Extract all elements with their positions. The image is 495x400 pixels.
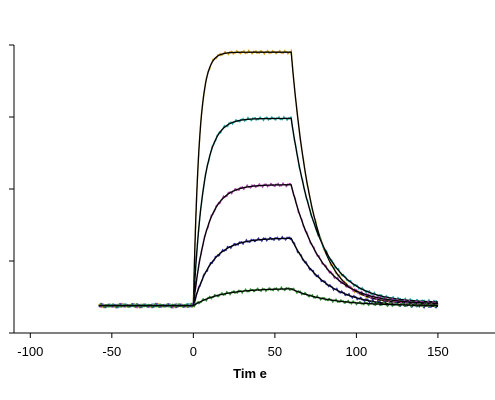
x-tick-label: 0 (190, 344, 197, 359)
plot-area (98, 48, 439, 309)
series-fit-line (98, 288, 438, 307)
series-fit-line (98, 51, 438, 307)
series-raw-line (98, 48, 439, 309)
series-raw-line (98, 115, 438, 309)
x-tick-label: -100 (17, 344, 43, 359)
axes: -100 -50 0 50 100 150 Tim e (9, 44, 495, 381)
y-ticks (9, 44, 14, 334)
x-tick-label: 150 (427, 344, 449, 359)
x-ticks: -100 -50 0 50 100 150 (17, 333, 449, 359)
series-fit-line (98, 184, 438, 307)
x-tick-label: -50 (102, 344, 121, 359)
x-axis-title: Tim e (233, 366, 267, 381)
series-fit-line (98, 117, 438, 307)
x-tick-label: 100 (346, 344, 368, 359)
x-tick-label: 50 (268, 344, 282, 359)
